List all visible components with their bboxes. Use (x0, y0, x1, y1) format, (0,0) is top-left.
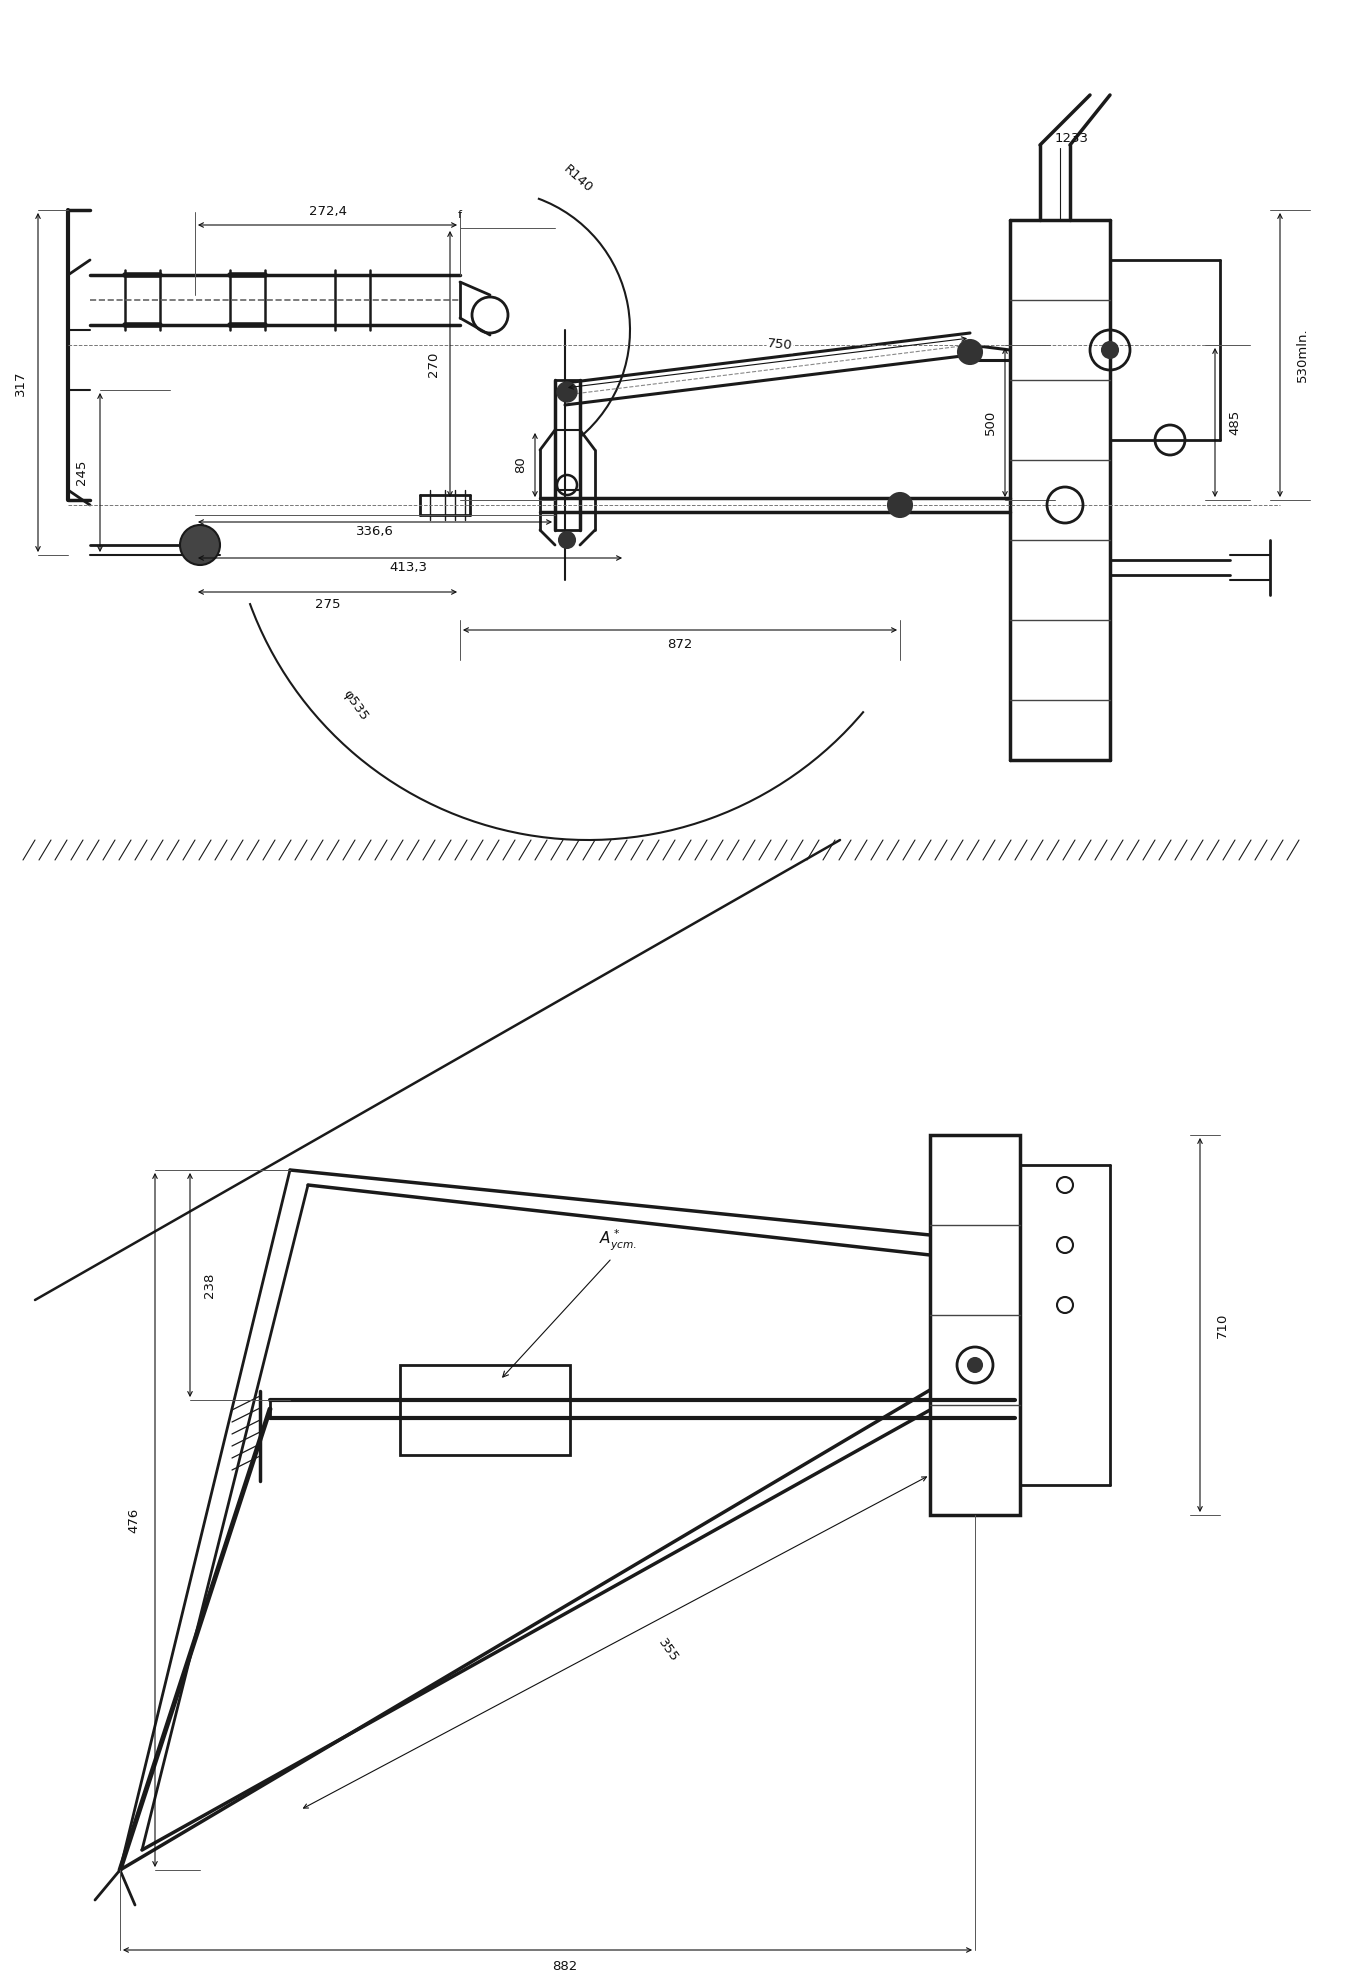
Circle shape (1103, 343, 1117, 359)
Text: 1233: 1233 (1055, 133, 1089, 145)
Text: 413,3: 413,3 (390, 561, 427, 575)
Text: 710: 710 (1216, 1312, 1228, 1338)
Text: 355: 355 (655, 1635, 681, 1665)
Text: 275: 275 (315, 599, 341, 612)
Text: 530mln.: 530mln. (1295, 327, 1309, 383)
Text: f: f (458, 210, 462, 220)
Text: 272,4: 272,4 (309, 206, 346, 218)
Bar (400, 1366, 570, 1455)
Text: φ535: φ535 (340, 688, 371, 723)
Bar (930, 1136, 1020, 1514)
Circle shape (958, 341, 981, 365)
Text: 872: 872 (667, 638, 693, 650)
Text: 245: 245 (75, 460, 89, 486)
Circle shape (181, 525, 220, 565)
Text: 336,6: 336,6 (356, 525, 394, 539)
Circle shape (888, 494, 913, 517)
Text: 750: 750 (767, 337, 793, 353)
Circle shape (557, 383, 577, 402)
Text: 270: 270 (427, 351, 441, 377)
Circle shape (559, 531, 576, 547)
Text: 80: 80 (515, 456, 527, 474)
Text: 500: 500 (984, 410, 996, 434)
Text: 476: 476 (128, 1508, 140, 1532)
Circle shape (968, 1358, 981, 1372)
Text: R140: R140 (561, 163, 594, 194)
Text: 882: 882 (553, 1960, 578, 1972)
Text: $A^*_{ycm.}$: $A^*_{ycm.}$ (599, 1227, 638, 1253)
Text: 238: 238 (204, 1272, 217, 1298)
Text: 317: 317 (13, 371, 27, 396)
Text: 485: 485 (1228, 410, 1242, 434)
